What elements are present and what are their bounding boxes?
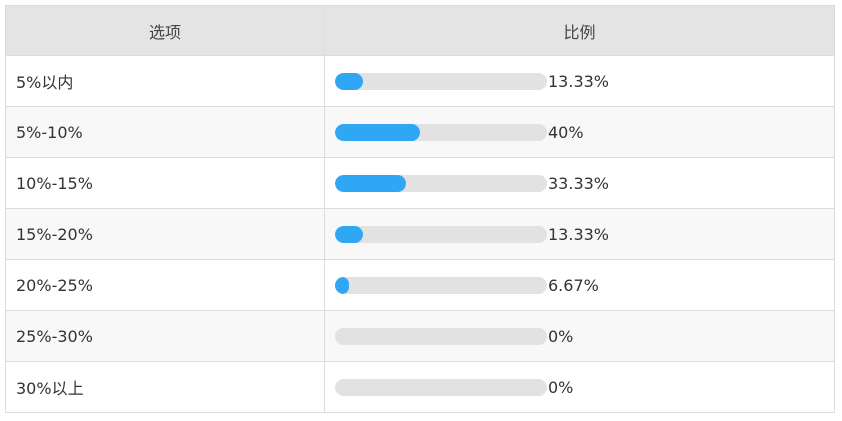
ratio-cell: 13.33% [324,55,835,107]
ratio-label: 0% [548,326,574,346]
option-cell: 25%-30% [5,310,325,362]
progress-fill [335,276,350,294]
option-cell: 5%-10% [5,106,325,158]
table-body: 5%以内 13.33% 5%-10% 40% 10%-15% 33.33% 15%-20% 1… [5,55,835,413]
ratio-label: 13.33% [548,224,610,244]
ratio: 0% [335,378,824,397]
ratio-label: 6.67% [548,275,599,295]
progress-fill [335,123,420,141]
progress-track [335,276,547,294]
ratio-label: 0% [548,377,574,397]
progress-fill [335,174,406,192]
ratio-cell: 40% [324,106,835,158]
table-row: 5%以内 13.33% [5,55,835,107]
progress-track [335,378,547,396]
table-row: 5%-10% 40% [5,106,835,158]
table-row: 20%-25% 6.67% [5,259,835,311]
ratio-label: 33.33% [548,173,610,193]
progress-track [335,123,547,141]
result-table: 选项 比例 5%以内 13.33% 5%-10% 40% 10%-15% 33.33% 15… [5,5,835,413]
progress-track [335,225,547,243]
option-cell: 5%以内 [5,55,325,107]
header-cell: 比例 [324,5,835,56]
option-cell: 10%-15% [5,157,325,209]
progress-fill [335,225,364,243]
ratio: 33.33% [335,174,824,193]
ratio-cell: 6.67% [324,259,835,311]
ratio-cell: 0% [324,361,835,413]
option-cell: 30%以上 [5,361,325,413]
ratio-label: 40% [548,122,584,142]
ratio-label: 13.33% [548,71,610,91]
table-row: 10%-15% 33.33% [5,157,835,209]
table-row: 30%以上 0% [5,361,835,413]
ratio-cell: 0% [324,310,835,362]
progress-track [335,72,547,90]
ratio: 13.33% [335,225,824,244]
header-row: 选项 比例 [5,5,835,56]
progress-fill [335,72,364,90]
ratio-cell: 33.33% [324,157,835,209]
header-cell: 选项 [5,5,325,56]
table-row: 25%-30% 0% [5,310,835,362]
ratio: 0% [335,327,824,346]
ratio: 6.67% [335,276,824,295]
option-cell: 20%-25% [5,259,325,311]
table-row: 15%-20% 13.33% [5,208,835,260]
option-cell: 15%-20% [5,208,325,260]
ratio-cell: 13.33% [324,208,835,260]
ratio: 13.33% [335,72,824,91]
progress-track [335,327,547,345]
ratio: 40% [335,123,824,142]
progress-track [335,174,547,192]
